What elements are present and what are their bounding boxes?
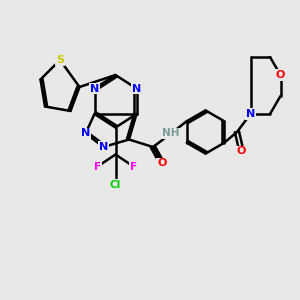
Text: Cl: Cl: [110, 179, 121, 190]
Text: O: O: [157, 158, 167, 169]
Text: S: S: [56, 55, 64, 65]
Text: F: F: [94, 161, 101, 172]
Text: N: N: [81, 128, 90, 139]
Text: O: O: [237, 146, 246, 157]
Text: NH: NH: [162, 128, 180, 139]
Text: O: O: [276, 70, 285, 80]
Text: F: F: [130, 161, 137, 172]
Text: N: N: [99, 142, 108, 152]
Text: N: N: [246, 109, 255, 119]
Text: N: N: [132, 83, 141, 94]
Text: N: N: [90, 83, 99, 94]
